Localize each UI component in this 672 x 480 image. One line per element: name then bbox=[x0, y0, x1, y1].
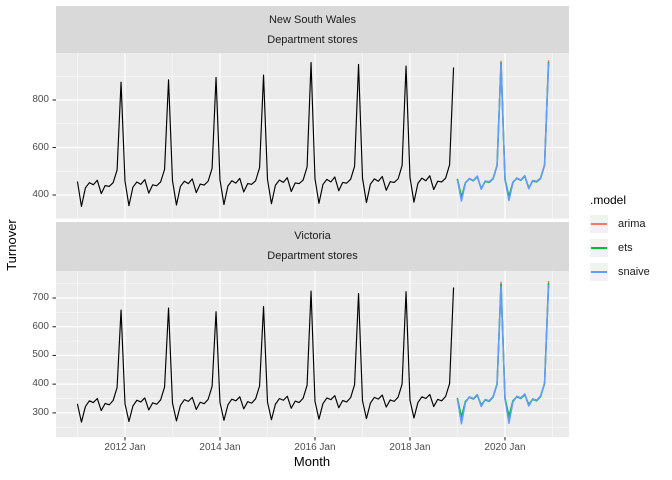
x-tick-label: 2016 Jan bbox=[294, 442, 336, 453]
panel-nsw bbox=[56, 53, 569, 219]
panel-victoria bbox=[56, 271, 569, 437]
panel-nsw-plot bbox=[56, 53, 569, 219]
series-line-snaive bbox=[456, 285, 550, 425]
y-tick-label: 600 bbox=[32, 141, 49, 153]
facet-col-label-nsw: Department stores bbox=[267, 34, 358, 46]
legend-key-snaive bbox=[590, 263, 608, 281]
series-line-data bbox=[76, 61, 455, 207]
y-tick-label: 700 bbox=[32, 291, 49, 303]
facet-strip-vic: Victoria Department stores bbox=[56, 222, 569, 271]
facet-row-label-vic: Victoria bbox=[294, 230, 331, 242]
x-tick-label: 2018 Jan bbox=[389, 442, 431, 453]
legend-key-line-icon bbox=[591, 223, 607, 225]
facet-col-label-vic: Department stores bbox=[267, 250, 358, 262]
x-tick-label: 2014 Jan bbox=[199, 442, 241, 453]
y-axis-title: Turnover bbox=[4, 219, 19, 271]
legend-key-ets bbox=[590, 239, 608, 257]
legend-entries: arima ets snaive bbox=[588, 215, 672, 281]
x-tick-label: 2012 Jan bbox=[104, 442, 146, 453]
y-tick-label: 500 bbox=[32, 349, 49, 361]
legend-key-line-icon bbox=[591, 247, 607, 249]
facet-strip-nsw: New South Wales Department stores bbox=[56, 6, 569, 53]
legend-entry-ets: ets bbox=[588, 239, 672, 257]
y-tick-label: 400 bbox=[32, 189, 49, 200]
series-line-data bbox=[76, 287, 455, 423]
x-tick-label: 2020 Jan bbox=[484, 442, 526, 453]
legend: .model arima ets snaive bbox=[588, 193, 672, 287]
legend-label: snaive bbox=[618, 266, 650, 278]
x-axis-title: Month bbox=[293, 454, 331, 469]
legend-key-line-icon bbox=[591, 271, 607, 273]
legend-entry-snaive: snaive bbox=[588, 263, 672, 281]
legend-key-arima bbox=[590, 215, 608, 233]
panel-victoria-plot bbox=[56, 271, 569, 437]
legend-label: arima bbox=[618, 218, 646, 230]
legend-title: .model bbox=[590, 193, 627, 207]
facet-row-label-nsw: New South Wales bbox=[268, 14, 357, 26]
y-tick-label: 600 bbox=[32, 320, 49, 332]
y-tick-label: 300 bbox=[32, 406, 49, 418]
y-tick-label: 400 bbox=[32, 378, 49, 390]
legend-label: ets bbox=[618, 242, 633, 254]
legend-entry-arima: arima bbox=[588, 215, 672, 233]
y-tick-label: 800 bbox=[32, 94, 49, 106]
series-line-snaive bbox=[456, 63, 550, 202]
